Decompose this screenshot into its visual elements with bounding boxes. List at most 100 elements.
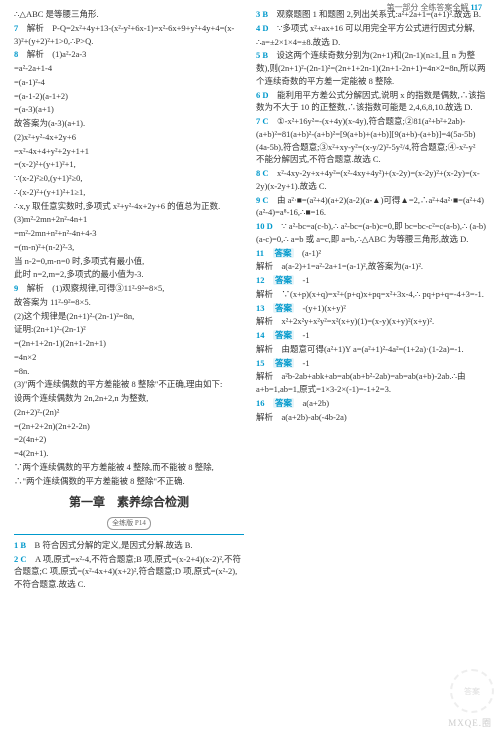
numbered-line: 7 C ①-x²+16y²=-(x+4y)(x-4y),符合题意;②81(a²+… [256,115,486,166]
line-text: 解析 (1)观察规律,可得③11²-9²=8×5, [27,283,165,293]
watermark-corner: 答案 [450,669,494,713]
line-text: 解析 P-Q=2x²+4y+13-(x²-y²+6x-1)=x²-6x+9+y²… [14,23,234,46]
line-text: 此时 n=2,m=2,多项式的最小值为-3. [14,269,144,279]
line-text: ∴"两个连续偶数的平方差能被 8 整除"不正确. [14,476,185,486]
numbered-line: 9 C 由 a²·■=(a²+4)(a+2)(a-2)(a-▲)可得▲=2,∴a… [256,194,486,220]
item-number: 6 D [256,90,277,100]
line-text: =4n×2 [14,352,36,362]
text-line: 设两个连续偶数为 2n,2n+2,n 为整数, [14,392,244,405]
text-line: (2)x²+y²-4x+2y+6 [14,131,244,144]
line-text: 当 n-2=0,m-n=0 时,多项式有最小值, [14,256,144,266]
numbered-line: 12 答案 -1 [256,274,486,287]
text-line: =a²-2a+1-4 [14,62,244,75]
text-line: (3)m²-2mn+2n²-4n+1 [14,213,244,226]
text-line: 证明:(2n+1)²-(2n-1)² [14,323,244,336]
text-line: =2(4n+2) [14,433,244,446]
item-number: 13 [256,303,273,313]
numbered-line: 14 答案 -1 [256,329,486,342]
line-text: =(a-1-2)(a-1+2) [14,91,68,101]
explain-line: 解析 由题意可得(a²+1)Y a=(a²+1)²-4a²=(1+2a)·(1-… [256,343,486,356]
text-line: =4(2n+1). [14,447,244,460]
line-text: ∴a=±2×1×4=±8.故选 D. [256,37,340,47]
answer-value: -1 [294,275,310,285]
chapter-badge: 全练版 P14 [107,517,151,530]
item-number: 15 [256,358,273,368]
text-line: =8n. [14,365,244,378]
text-line: ∴△ABC 是等腰三角形. [14,8,244,21]
numbered-line: 6 D 能利用平方差公式分解因式,说明 x 的指数是偶数,∴该指数为不大于 10… [256,89,486,115]
numbered-line: 11 答案 (a-1)² [256,247,486,260]
item-number: 1 B [14,540,35,550]
numbered-line: 9 解析 (1)观察规律,可得③11²-9²=8×5, [14,282,244,295]
numbered-line: 4 D ∵多项式 x²+ax+16 可以用完全平方公式进行因式分解, [256,22,486,35]
answer-value: -1 [294,330,310,340]
item-number: 12 [256,275,273,285]
watermark-site: MXQE.圈 [448,716,492,729]
line-text: =(a-3)(a+1) [14,104,54,114]
answer-label: 答案 [273,330,294,340]
explain-line: 解析 a(a+2b)-ab(-4b-2a) [256,411,486,424]
numbered-line: 16 答案 a(a+2b) [256,397,486,410]
line-text: =x²-4x+4+y²+2y+1+1 [14,146,89,156]
item-number: 7 [14,23,27,33]
line-text: 故答案为 11²-9²=8×5. [14,297,91,307]
chapter-title: 第一章 素养综合检测 [14,493,244,511]
numbered-line: 10 D ∵ a²-bc=a(c-b),∴ a²-bc=(a-b)c=0,即 b… [256,220,486,246]
text-line: =(m-n)²+(n-2)²-3, [14,241,244,254]
answer-value: -(y+1)(x+y)² [294,303,346,313]
item-number: 3 B [256,9,277,19]
answer-value: -1 [294,358,310,368]
line-text: (2)x²+y²-4x+2y+6 [14,132,76,142]
item-number: 14 [256,330,273,340]
explain-line: 解析 x²+2x²y+x²y²=x²(x+y)(1)=(x-y)(x+y)²(x… [256,315,486,328]
text-line: =m²-2mn+n²+n²-4n+4-3 [14,227,244,240]
line-text: (2n+2)²-(2n)² [14,407,59,417]
line-text: =8n. [14,366,29,376]
text-line: ∵两个连续偶数的平方差能被 4 整除,而不能被 8 整除, [14,461,244,474]
text-line: 故答案为 11²-9²=8×5. [14,296,244,309]
line-text: 能利用平方差公式分解因式,说明 x 的指数是偶数,∴该指数为不大于 10 的正整… [256,90,485,113]
line-text: =a²-2a+1-4 [14,63,52,73]
answer-value: (a-1)² [294,248,322,258]
numbered-line: 8 解析 (1)a²-2a-3 [14,48,244,61]
item-number: 8 [14,49,27,59]
answer-label: 答案 [273,303,294,313]
text-line: ∴"两个连续偶数的平方差能被 8 整除"不正确. [14,475,244,488]
line-text: =(2n+1+2n-1)(2n+1-2n+1) [14,338,106,348]
line-text: 证明:(2n+1)²-(2n-1)² [14,324,86,334]
item-number: 9 [14,283,27,293]
answer-label: 答案 [273,248,294,258]
line-text: (3)m²-2mn+2n²-4n+1 [14,214,87,224]
item-number: 10 D [256,221,281,231]
line-text: ∵(x-2)²≥0,(y+1)²≥0, [14,173,83,183]
text-line: (2n+2)²-(2n)² [14,406,244,419]
left-column: ∴△ABC 是等腰三角形.7 解析 P-Q=2x²+4y+13-(x²-y²+6… [14,8,250,592]
text-line: 此时 n=2,m=2,多项式的最小值为-3. [14,268,244,281]
line-text: ∴x,y 取任意实数时,多项式 x²+y²-4x+2y+6 的值总为正数. [14,201,220,211]
explain-line: 解析 a²b-2ab+abk+ab=ab(ab+b²-2ab)=ab=ab(a+… [256,370,486,396]
text-line: (2)这个规律是(2n+1)²-(2n-1)²=8n, [14,310,244,323]
numbered-line: 2 C A 项,原式=x²-4,不符合题意;B 项,原式=(x-2+4)(x-2… [14,553,244,591]
item-number: 7 C [256,116,277,126]
numbered-line: 7 解析 P-Q=2x²+4y+13-(x²-y²+6x-1)=x²-6x+9+… [14,22,244,48]
text-line: =(2n+2+2n)(2n+2-2n) [14,420,244,433]
line-text: B 符合因式分解的定义,是因式分解.故选 B. [35,540,193,550]
explain-line: 解析 ∵(x+p)(x+q)=x²+(p+q)x+pq=x²+3x-4,∴ pq… [256,288,486,301]
line-text: x²-4xy-2y+x+4y²=(x²-4xy+4y²)+(x-2y)=(x-2… [256,168,480,191]
explain-line: 解析 a(a-2)+1=a²-2a+1=(a-1)²,故答案为(a-1)². [256,260,486,273]
item-number: 11 [256,248,273,258]
text-line: ∴x,y 取任意实数时,多项式 x²+y²-4x+2y+6 的值总为正数. [14,200,244,213]
item-number: 4 D [256,23,277,33]
line-text: =(x-2)²+(y+1)²+1, [14,159,76,169]
line-text: =2(4n+2) [14,434,46,444]
line-text: 由 a²·■=(a²+4)(a+2)(a-2)(a-▲)可得▲=2,∴a²+4a… [256,195,484,218]
item-number: 2 C [14,554,35,564]
text-line: =x²-4x+4+y²+2y+1+1 [14,145,244,158]
numbered-line: 8 C x²-4xy-2y+x+4y²=(x²-4xy+4y²)+(x-2y)=… [256,167,486,193]
text-line: =4n×2 [14,351,244,364]
answer-value: a(a+2b) [294,398,329,408]
item-number: 5 B [256,50,277,60]
item-number: 9 C [256,195,277,205]
numbered-line: 15 答案 -1 [256,357,486,370]
line-text: 故答案为(a-3)(a+1). [14,118,85,128]
